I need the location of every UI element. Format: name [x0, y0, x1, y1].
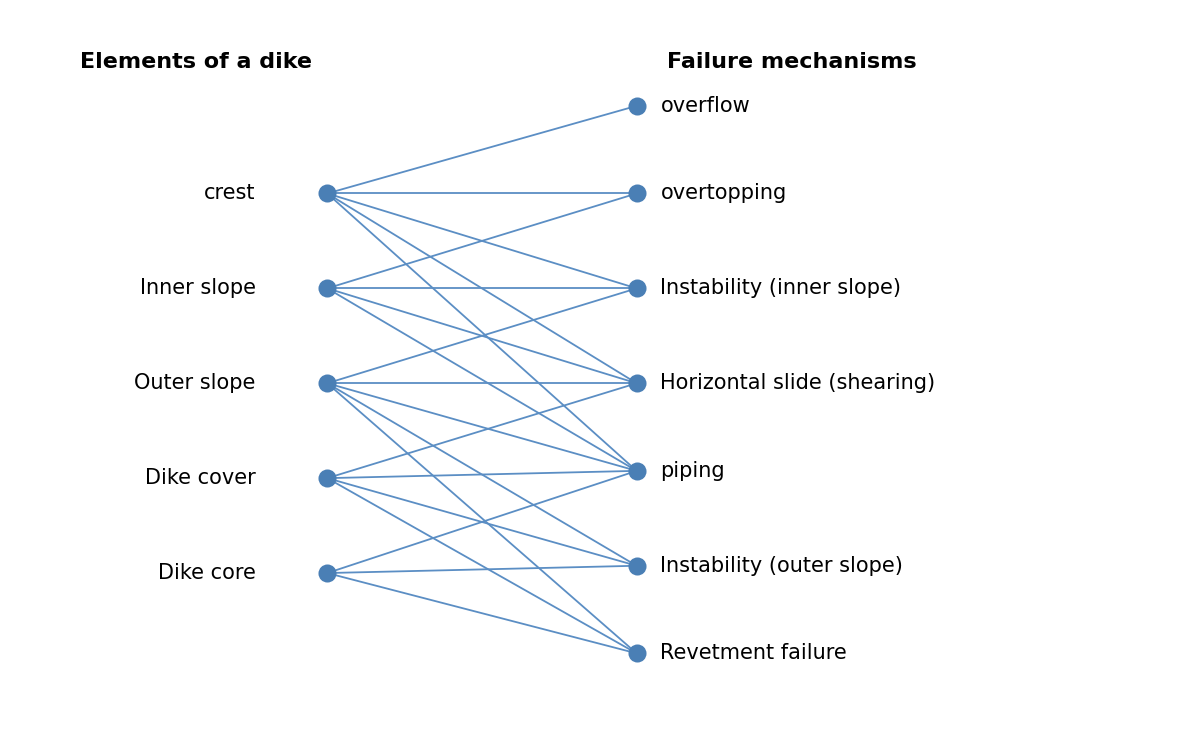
Text: Instability (inner slope): Instability (inner slope): [660, 278, 902, 299]
Text: Dike cover: Dike cover: [145, 468, 256, 488]
Text: overtopping: overtopping: [660, 183, 787, 204]
Text: Dike core: Dike core: [158, 563, 256, 583]
Text: Elements of a dike: Elements of a dike: [81, 52, 312, 72]
Text: Failure mechanisms: Failure mechanisms: [666, 52, 916, 72]
Text: crest: crest: [205, 183, 256, 204]
Text: overflow: overflow: [660, 96, 750, 116]
Text: piping: piping: [660, 461, 725, 481]
Text: Inner slope: Inner slope: [140, 278, 256, 299]
Text: Outer slope: Outer slope: [134, 373, 256, 393]
Text: Horizontal slide (shearing): Horizontal slide (shearing): [660, 373, 935, 393]
Text: Revetment failure: Revetment failure: [660, 643, 847, 664]
Text: Instability (outer slope): Instability (outer slope): [660, 556, 903, 576]
